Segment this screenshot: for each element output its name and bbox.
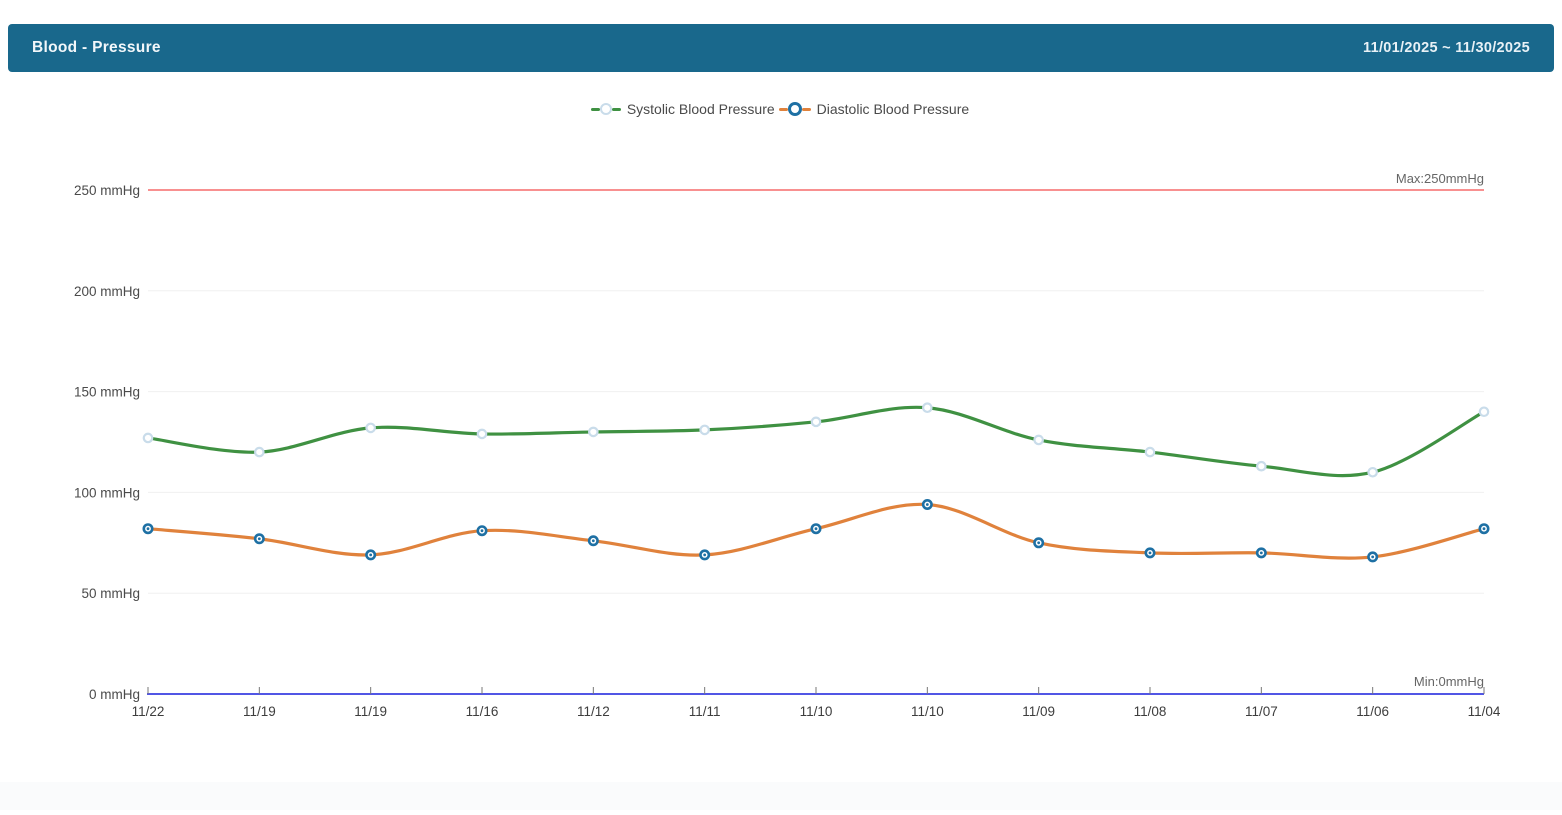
x-axis-label: 11/09 <box>1022 704 1055 719</box>
blood-pressure-chart[interactable]: Max:250mmHg Min:0mmHg 250 mmHg 200 mmHg 150 … <box>0 140 1562 810</box>
x-axis-label: 11/06 <box>1356 704 1389 719</box>
y-axis-label: 50 mmHg <box>81 586 140 601</box>
systolic-data-point[interactable] <box>922 402 933 414</box>
legend-label: Diastolic Blood Pressure <box>816 101 970 117</box>
x-axis-label: 11/11 <box>689 704 721 719</box>
diastolic-data-point-dot <box>1259 551 1263 555</box>
systolic-data-point[interactable] <box>588 426 599 438</box>
x-axis-label: 11/07 <box>1245 704 1278 719</box>
x-axis-label: 11/22 <box>132 704 165 719</box>
diastolic-data-point-dot <box>1482 527 1486 531</box>
max-limit-label: Max:250mmHg <box>1396 171 1484 186</box>
systolic-legend-marker-icon <box>590 103 621 115</box>
diastolic-data-point-dot <box>369 553 373 557</box>
legend-item-systolic[interactable]: Systolic Blood Pressure <box>590 101 777 117</box>
systolic-data-point[interactable] <box>254 446 265 458</box>
systolic-data-point[interactable] <box>476 428 488 440</box>
date-range: 11/01/2025 ~ 11/30/2025 <box>1363 40 1530 56</box>
systolic-data-point[interactable] <box>1478 406 1490 418</box>
x-axis-label: 11/08 <box>1134 704 1167 719</box>
diastolic-data-point-dot <box>703 553 707 557</box>
page-background-strip <box>0 782 1562 810</box>
page-title: Blood - Pressure <box>32 39 161 56</box>
systolic-data-point[interactable] <box>810 416 822 428</box>
legend-label: Systolic Blood Pressure <box>626 101 775 117</box>
x-axis-label: 11/12 <box>577 704 610 719</box>
y-axis-label: 150 mmHg <box>74 385 140 400</box>
x-axis-label: 11/04 <box>1468 704 1501 719</box>
diastolic-data-point-dot <box>1148 551 1152 555</box>
y-axis-label: 200 mmHg <box>74 284 140 299</box>
systolic-data-point[interactable] <box>1367 466 1378 478</box>
systolic-data-point[interactable] <box>142 432 154 444</box>
diastolic-data-point-dot <box>257 537 261 541</box>
diastolic-data-point-dot <box>146 527 150 531</box>
systolic-data-point[interactable] <box>365 422 376 434</box>
chart-area[interactable]: Max:250mmHg Min:0mmHg 250 mmHg 200 mmHg 150 … <box>0 140 1562 815</box>
diastolic-data-point-dot <box>925 503 929 506</box>
diastolic-data-point-dot <box>1037 541 1041 545</box>
min-limit-label: Min:0mmHg <box>1414 674 1484 689</box>
y-axis-label: 100 mmHg <box>74 485 140 500</box>
systolic-data-point[interactable] <box>1033 434 1044 446</box>
x-axis-label: 11/19 <box>354 704 387 719</box>
diastolic-legend-marker-icon <box>778 102 811 116</box>
x-axis-label: 11/19 <box>243 704 276 719</box>
x-axis-label: 11/16 <box>466 704 499 719</box>
systolic-data-point[interactable] <box>1144 446 1156 458</box>
diastolic-data-point-dot <box>480 529 484 533</box>
diastolic-data-point-dot <box>1371 555 1375 559</box>
chart-legend: Systolic Blood Pressure Diastolic Blood … <box>0 99 1562 119</box>
panel-header: Blood - Pressure 11/01/2025 ~ 11/30/2025 <box>8 24 1554 72</box>
x-axis-label: 11/10 <box>800 704 833 719</box>
diastolic-data-point-dot <box>814 527 818 531</box>
diastolic-data-point-dot <box>591 539 595 543</box>
legend-item-diastolic[interactable]: Diastolic Blood Pressure <box>778 101 972 117</box>
y-axis-label: 250 mmHg <box>74 183 140 198</box>
systolic-data-point[interactable] <box>699 424 710 436</box>
systolic-data-point[interactable] <box>1256 460 1267 472</box>
x-axis-label: 11/10 <box>911 704 944 719</box>
y-axis-label: 0 mmHg <box>89 687 140 702</box>
